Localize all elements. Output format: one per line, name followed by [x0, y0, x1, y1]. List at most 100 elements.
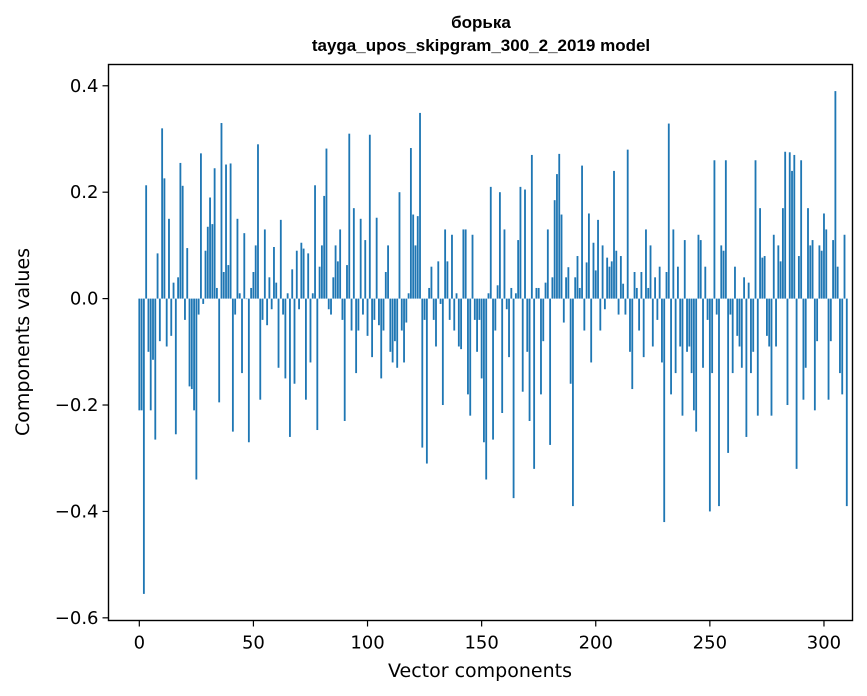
bar [695, 298, 698, 432]
x-tick-label: 0 [134, 633, 145, 654]
bar [487, 293, 490, 299]
bar [327, 298, 330, 310]
bar [330, 298, 332, 315]
bar [638, 298, 641, 331]
bar [715, 298, 718, 315]
bar [391, 298, 394, 363]
bar [492, 298, 494, 440]
bar [254, 245, 257, 299]
bar [373, 298, 376, 320]
bar [779, 261, 782, 299]
bar [720, 245, 723, 299]
bar [273, 246, 275, 299]
bar [259, 298, 262, 400]
bar [311, 293, 314, 299]
y-tick-label: −0.6 [55, 608, 99, 629]
bar [663, 298, 666, 523]
bar [498, 192, 501, 299]
bar [286, 293, 289, 299]
bar [727, 298, 730, 453]
bar [494, 298, 497, 331]
bar [800, 160, 803, 299]
bar [241, 298, 243, 374]
bar [204, 250, 207, 299]
bar [544, 282, 547, 299]
bar [560, 214, 563, 299]
bar [606, 257, 609, 299]
bar [670, 298, 672, 395]
bar [533, 298, 536, 469]
bar [843, 234, 846, 299]
bar [455, 293, 458, 299]
bar [432, 298, 435, 320]
bar [257, 144, 259, 299]
bar [334, 245, 337, 299]
bar [309, 298, 312, 363]
bar [713, 160, 716, 299]
bar [845, 298, 848, 507]
plot-frame [107, 63, 854, 622]
bar [517, 240, 520, 299]
bar [524, 189, 526, 299]
bar [152, 298, 154, 360]
bar [446, 261, 449, 299]
bar [686, 298, 688, 352]
bar [266, 298, 269, 326]
bar [503, 229, 506, 299]
bar [325, 148, 328, 299]
bar [202, 298, 205, 304]
bar [483, 298, 485, 443]
x-tick-label: 100 [350, 633, 384, 654]
bar [615, 250, 618, 299]
y-tick-label: −0.4 [55, 501, 99, 522]
bar [592, 242, 595, 299]
bar [562, 298, 565, 323]
bar [756, 298, 759, 416]
bar [692, 298, 695, 411]
bar [574, 277, 577, 299]
bar [371, 298, 374, 358]
bar [234, 298, 237, 315]
bar [448, 298, 451, 320]
bar [597, 219, 599, 299]
bar [729, 298, 732, 315]
bar [804, 298, 807, 368]
bar [510, 287, 513, 299]
bar [841, 298, 844, 395]
bar [236, 218, 239, 299]
bar [537, 287, 540, 299]
bar [665, 272, 668, 299]
bar [186, 248, 189, 299]
bar [834, 91, 837, 299]
bar [832, 240, 835, 299]
bar [540, 298, 542, 395]
bar [405, 298, 408, 323]
bar [460, 298, 463, 350]
bar [421, 298, 424, 448]
bar [839, 298, 841, 374]
bar [784, 151, 787, 299]
bar [667, 123, 670, 299]
bar [617, 298, 620, 315]
bar [825, 229, 828, 299]
bar [795, 298, 798, 469]
bar [336, 261, 339, 299]
bar [553, 200, 556, 299]
bar [451, 234, 453, 299]
bar [165, 298, 168, 347]
bar [179, 162, 182, 299]
bar [754, 160, 757, 299]
bar [318, 266, 321, 299]
bar [181, 185, 184, 299]
bar [551, 277, 554, 299]
bar [188, 298, 191, 387]
bar [816, 298, 819, 342]
bar [412, 214, 415, 299]
x-tick-label: 50 [242, 633, 265, 654]
bar [772, 234, 775, 299]
bar [168, 218, 170, 299]
bar [279, 219, 282, 299]
bar [610, 261, 613, 299]
bar [521, 298, 524, 392]
